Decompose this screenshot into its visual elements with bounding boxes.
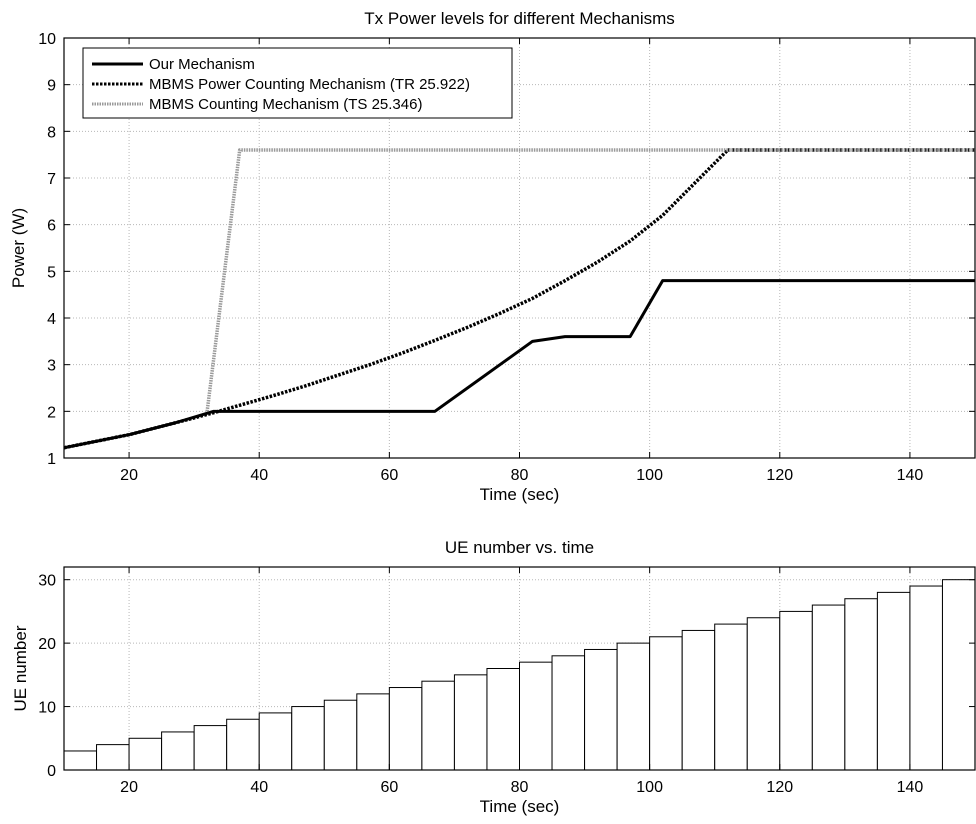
bar	[519, 661, 553, 770]
bar	[128, 737, 163, 770]
y-tick-label: 2	[47, 404, 56, 421]
x-tick-label: 20	[120, 467, 138, 484]
bar	[356, 693, 390, 770]
bar	[649, 636, 683, 770]
bar	[616, 642, 651, 770]
x-tick-label: 40	[250, 779, 268, 796]
bar	[941, 579, 975, 770]
legend: Our Mechanism MBMS Power Counting Mechani…	[82, 47, 513, 119]
bar	[193, 725, 228, 770]
bottom-x-axis-label: Time (sec)	[480, 797, 560, 816]
y-tick-label: 10	[38, 31, 56, 48]
x-tick-label: 140	[897, 779, 924, 796]
top-y-axis-label: Power (W)	[9, 208, 28, 288]
y-tick-label: 7	[47, 171, 56, 188]
bar	[323, 699, 358, 770]
bar	[96, 744, 130, 770]
x-tick-label: 80	[511, 467, 529, 484]
x-tick-label: 20	[120, 779, 138, 796]
bar	[844, 598, 878, 770]
bar	[388, 687, 423, 770]
y-tick-label: 1	[47, 451, 56, 468]
bottom-plot: 20 40 60 80 100 120 140 0 10 20 30 UE number vs. ti…	[11, 538, 976, 816]
x-tick-label: 80	[511, 779, 529, 796]
x-tick-label: 120	[766, 467, 793, 484]
bar	[453, 674, 488, 770]
y-tick-label: 4	[47, 311, 56, 328]
bar	[811, 604, 846, 770]
bar	[746, 617, 781, 770]
bar	[714, 623, 748, 770]
legend-label-2: MBMS Power Counting Mechanism (TR 25.922…	[149, 76, 470, 93]
top-plot: 20 40 60 80 100 120 140 1 2 3 4 5 6 7 8 9 10 Tx Power lev…	[9, 9, 976, 504]
bar	[876, 591, 911, 770]
bar	[551, 655, 586, 770]
y-tick-label: 6	[47, 218, 56, 235]
top-marks	[64, 148, 975, 450]
x-tick-label: 60	[380, 467, 398, 484]
y-tick-label: 9	[47, 78, 56, 95]
bottom-marks	[64, 579, 975, 770]
y-tick-label: 0	[47, 763, 56, 780]
bar	[909, 585, 943, 770]
x-tick-label: 100	[636, 779, 663, 796]
x-tick-label: 100	[636, 467, 663, 484]
bar	[258, 712, 293, 770]
top-x-axis-label: Time (sec)	[480, 485, 560, 504]
y-tick-label: 8	[47, 124, 56, 141]
y-tick-label: 5	[47, 264, 56, 281]
series-line-3	[205, 148, 975, 412]
y-tick-label: 30	[38, 573, 56, 590]
top-chart-title: Tx Power levels for different Mechanisms	[364, 9, 675, 28]
bar	[681, 629, 716, 770]
y-tick-label: 10	[38, 700, 56, 717]
legend-label-3: MBMS Counting Mechanism (TS 25.346)	[149, 96, 422, 113]
y-tick-label: 3	[47, 358, 56, 375]
bar	[584, 648, 618, 770]
x-tick-label: 60	[380, 779, 398, 796]
y-tick-label: 20	[38, 636, 56, 653]
bar	[291, 706, 325, 770]
bar	[421, 680, 455, 770]
x-tick-label: 140	[897, 467, 924, 484]
bar	[779, 610, 813, 770]
series-line-2	[64, 148, 975, 450]
bar	[64, 750, 98, 770]
x-tick-label: 40	[250, 467, 268, 484]
bar	[486, 668, 521, 770]
bottom-chart-title: UE number vs. time	[445, 538, 594, 557]
bar	[161, 731, 195, 770]
x-tick-label: 120	[766, 779, 793, 796]
bottom-y-axis-label: UE number	[11, 625, 30, 711]
legend-label-1: Our Mechanism	[149, 56, 255, 73]
bar	[226, 718, 260, 770]
legend-box	[82, 47, 513, 119]
